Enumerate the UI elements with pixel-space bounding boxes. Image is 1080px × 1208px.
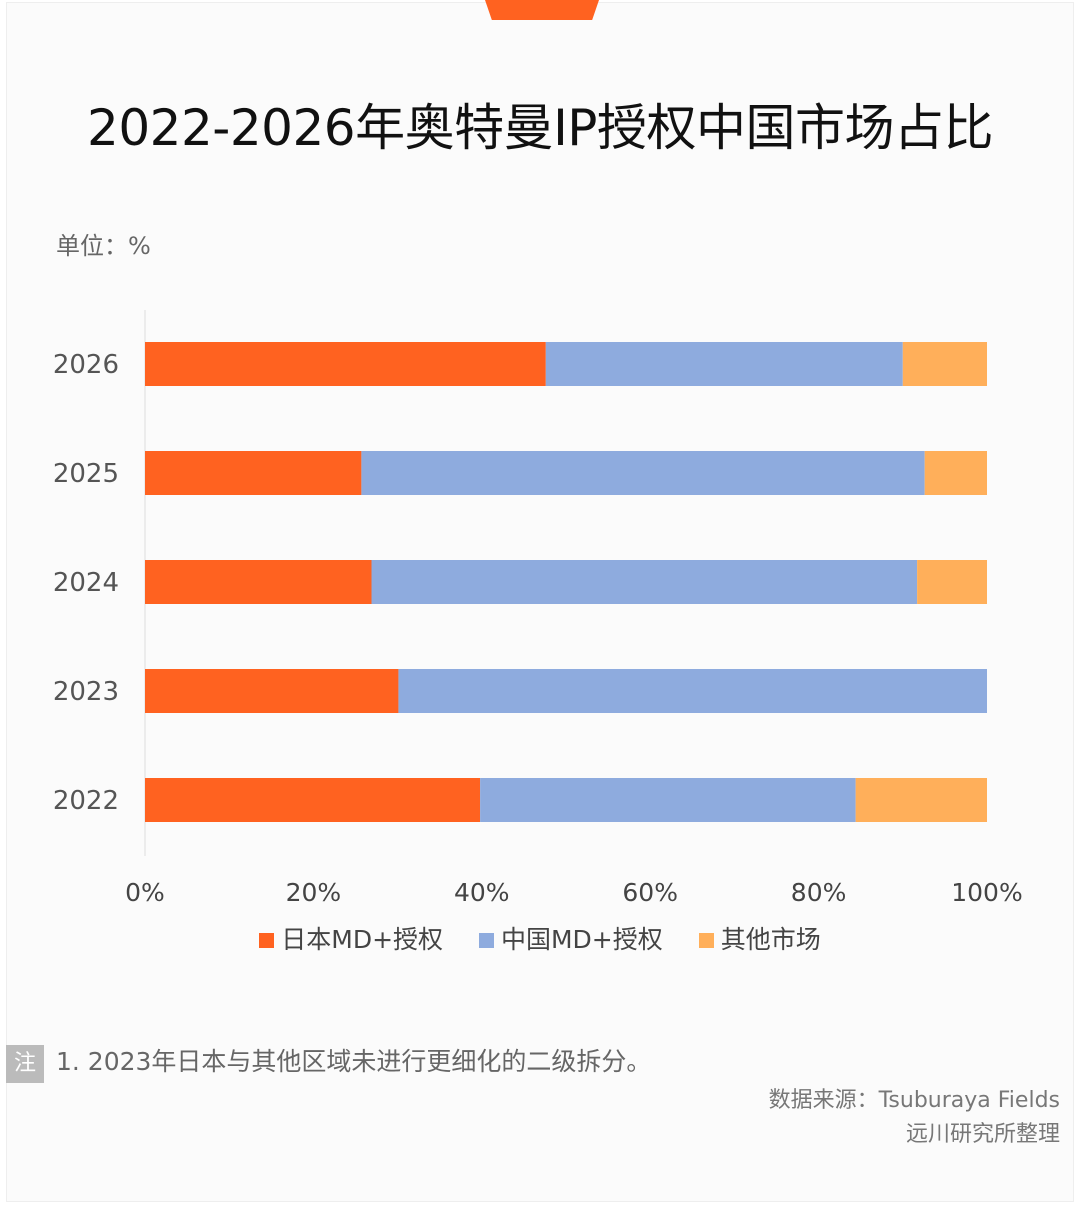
legend-label-japan: 日本MD+授权 (281, 925, 444, 954)
legend-item-japan: 日本MD+授权 (259, 920, 443, 956)
legend-label-china: 中国MD+授权 (500, 925, 663, 954)
bar-china-2026 (545, 342, 903, 386)
legend-label-other: 其他市场 (720, 925, 821, 954)
bar-china-2025 (361, 451, 925, 495)
bar-other-2024 (917, 560, 987, 604)
bar-japan-2025 (145, 451, 362, 495)
bar-japan-2023 (145, 669, 399, 713)
x-tick-label: 60% (622, 878, 678, 907)
bar-other-2022 (855, 778, 987, 822)
bar-china-2024 (371, 560, 918, 604)
legend-item-china: 中国MD+授权 (478, 920, 663, 956)
x-tick-label: 0% (125, 878, 165, 907)
source-line: 数据来源：Tsuburaya Fields (768, 1088, 1060, 1113)
x-tick-label: 80% (791, 878, 847, 907)
bar-other-2025 (924, 451, 987, 495)
bar-china-2023 (398, 669, 987, 713)
bar-other-2026 (902, 342, 987, 386)
legend-item-other: 其他市场 (698, 920, 821, 956)
y-tick-label: 2022 (53, 786, 119, 816)
x-tick-label: 40% (454, 878, 510, 907)
bar-china-2022 (480, 778, 856, 822)
x-tick-label: 20% (286, 878, 342, 907)
legend-swatch-other (698, 933, 714, 948)
y-tick-label: 2024 (53, 568, 119, 598)
y-tick-label: 2025 (53, 459, 119, 489)
chart-title: 2022-2026年奥特曼IP授权中国市场占比 (87, 99, 993, 157)
y-tick-label: 2026 (53, 350, 119, 380)
bar-japan-2026 (145, 342, 546, 386)
y-tick-label: 2023 (53, 677, 119, 707)
source-block: 数据来源：Tsuburaya Fields 远川研究所整理 (769, 1084, 1060, 1152)
legend-swatch-japan (259, 933, 275, 948)
note-text: 1. 2023年日本与其他区域未进行更细化的二级拆分。 (56, 1047, 652, 1076)
bar-japan-2024 (145, 560, 372, 604)
legend-swatch-china (478, 933, 494, 948)
legend: 日本MD+授权 中国MD+授权 其他市场 (0, 920, 1080, 956)
accent-tab (485, 0, 599, 20)
unit-label: 单位：% (56, 232, 151, 260)
bar-chart: 2026 2025 2024 2023 2022 0% 20% 40% 60% 80% 100% (53, 310, 1023, 907)
bar-japan-2022 (145, 778, 481, 822)
credit-line: 远川研究所整理 (905, 1122, 1060, 1147)
note-badge: 注 (6, 1045, 44, 1083)
x-tick-label: 100% (951, 878, 1022, 907)
